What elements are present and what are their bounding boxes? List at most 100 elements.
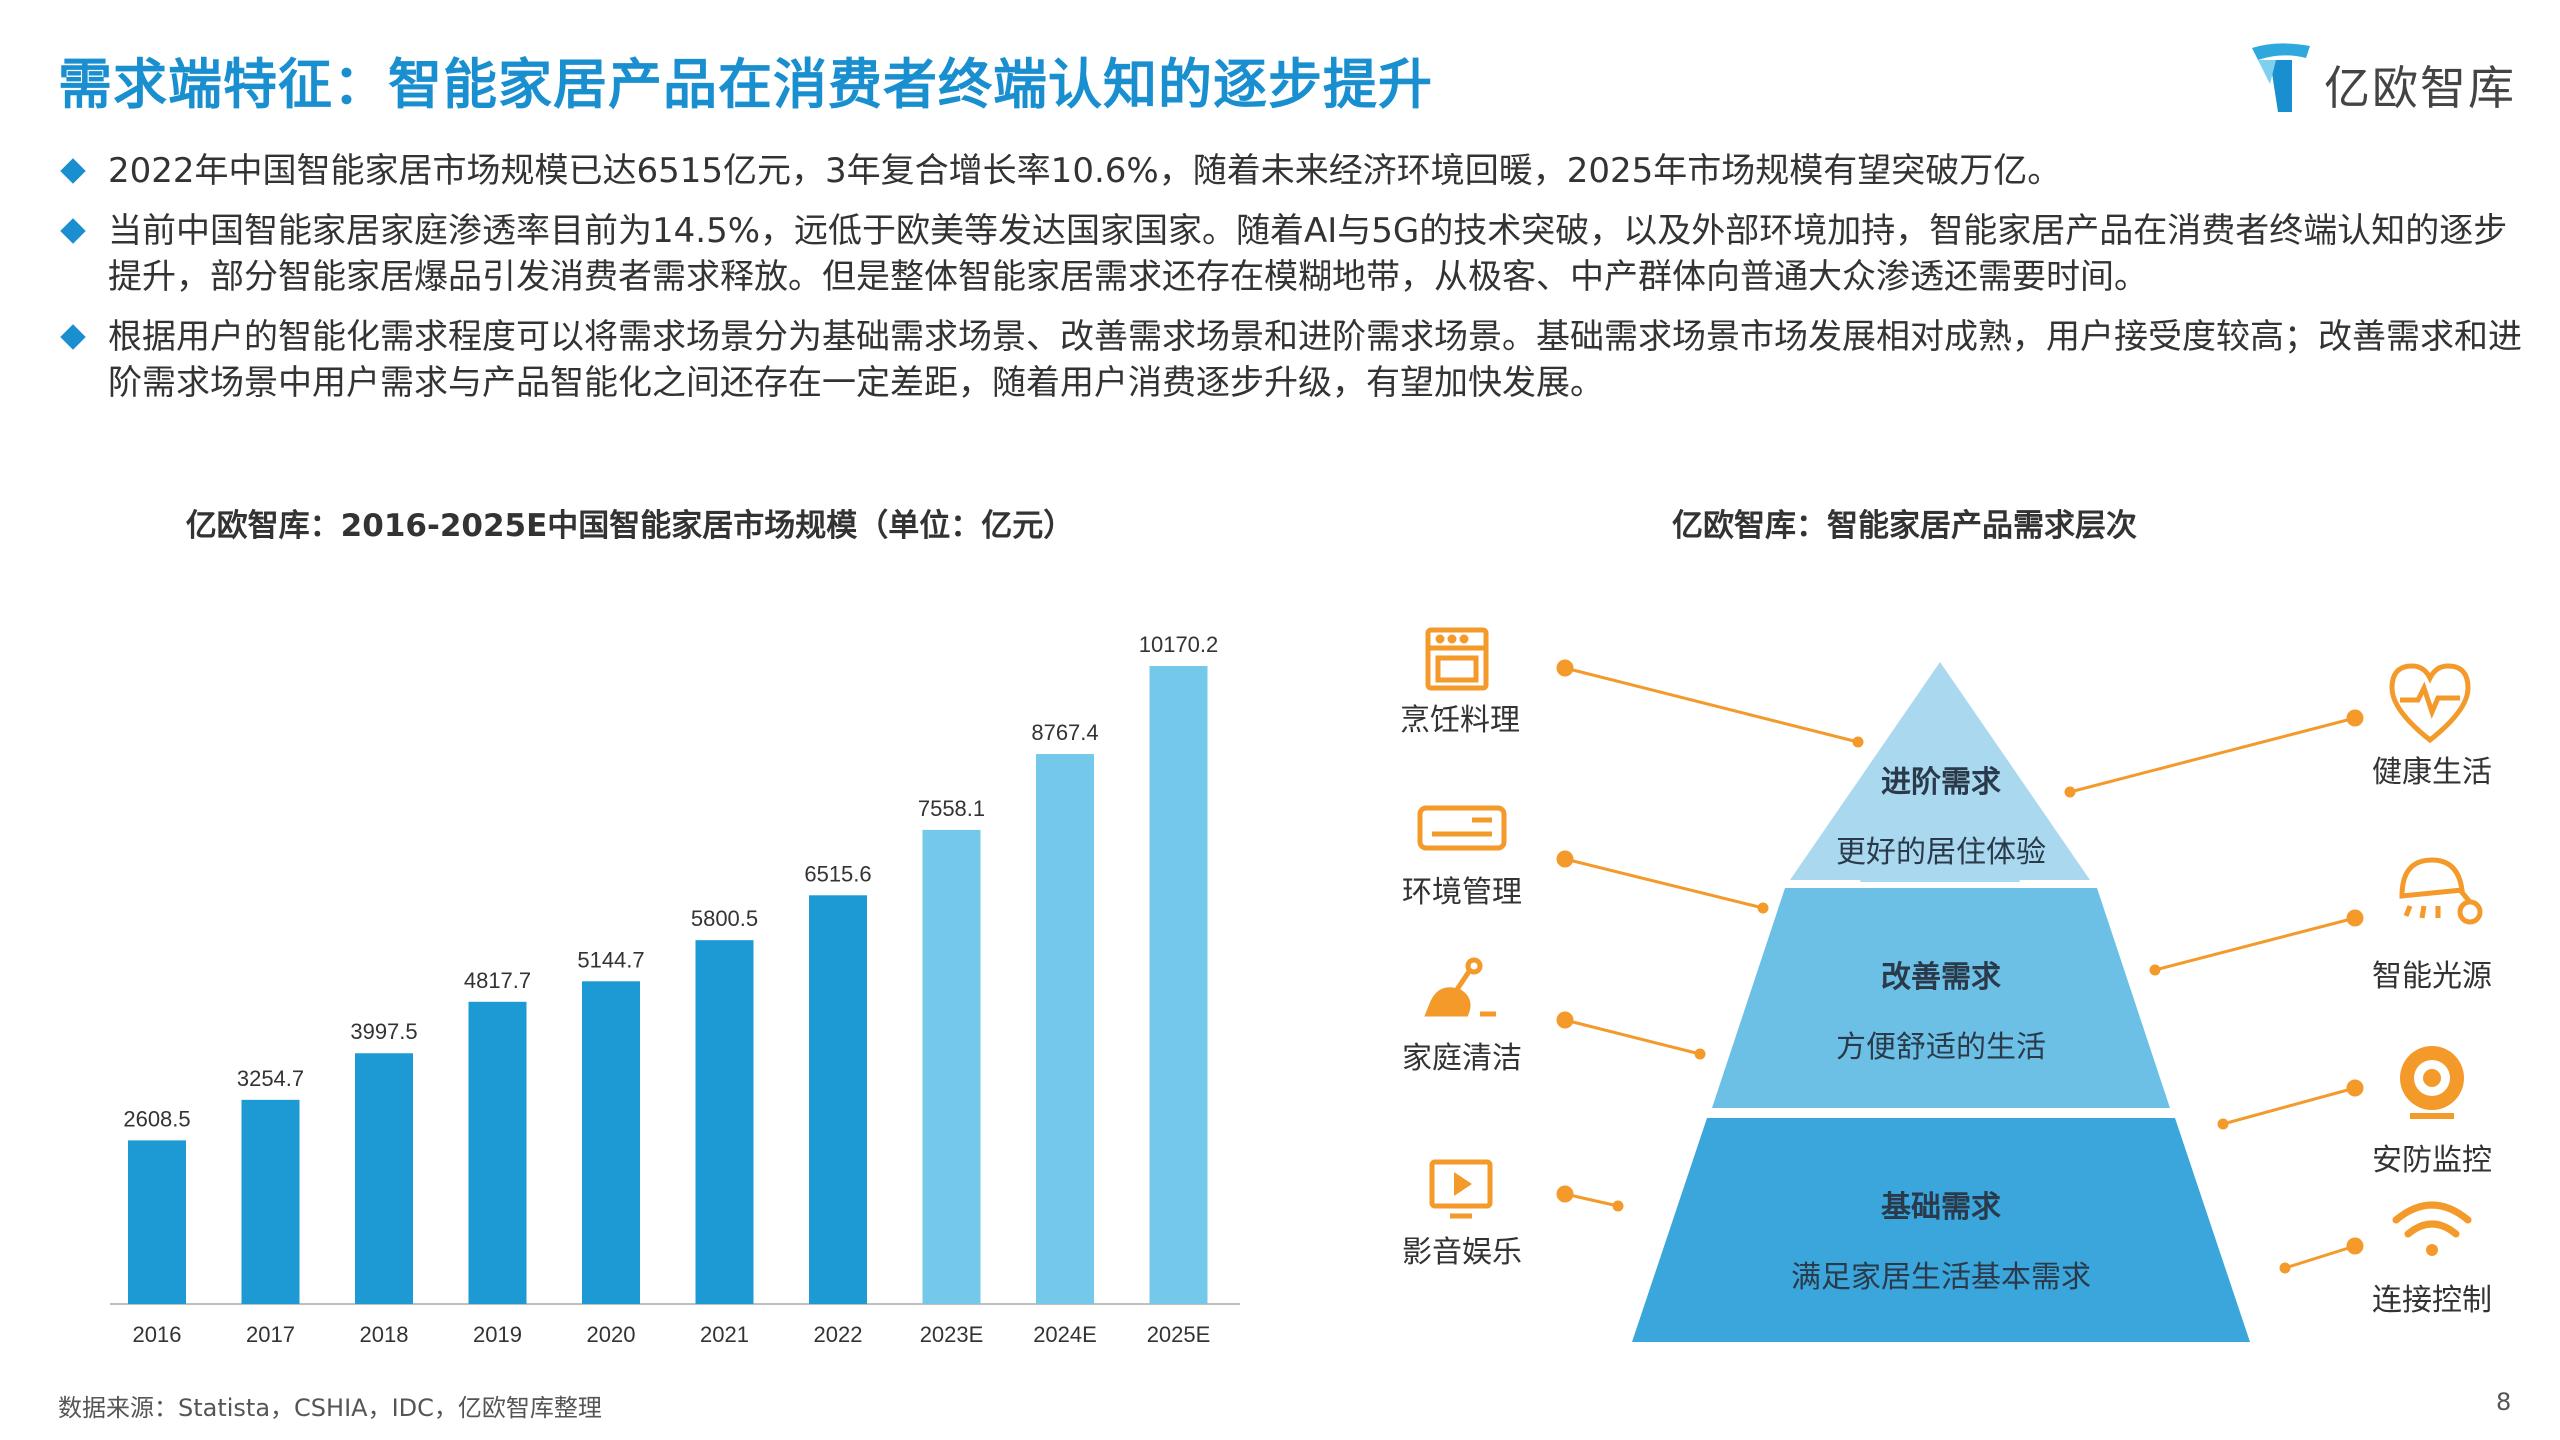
demand-pyramid-diagram: 进阶需求 更好的居住体验 改善需求 方便舒适的生活 基础需求 满足家居生活基本需… bbox=[1400, 627, 2492, 1342]
air-conditioner-icon bbox=[1417, 805, 1507, 851]
bar-value-label: 6515.6 bbox=[804, 861, 871, 886]
x-tick-label: 2023E bbox=[920, 1322, 984, 1347]
connector-dot bbox=[1757, 902, 1769, 914]
demand-item-label: 健康生活 bbox=[2372, 755, 2492, 790]
demand-item-label: 智能光源 bbox=[2372, 959, 2492, 994]
pyramid-level-name: 基础需求 bbox=[1881, 1190, 2001, 1225]
pyramid-level-name: 进阶需求 bbox=[1881, 765, 2001, 800]
x-tick-label: 2021 bbox=[700, 1322, 749, 1347]
bar-2021 bbox=[695, 940, 754, 1304]
pyramid-level-name: 改善需求 bbox=[1881, 960, 2001, 995]
connector-line bbox=[1564, 1192, 1619, 1208]
connector-dot bbox=[2064, 786, 2076, 798]
bar-2020 bbox=[582, 981, 640, 1304]
bullet-text: 当前中国智能家居家庭渗透率目前为14.5%，远低于欧美等发达国家国家。随着AI与… bbox=[108, 211, 2508, 297]
bar-2025E bbox=[1149, 666, 1208, 1304]
bar-2023E bbox=[922, 829, 981, 1304]
x-tick-label: 2025E bbox=[1147, 1322, 1211, 1347]
bar-value-label: 3997.5 bbox=[350, 1019, 417, 1044]
tv-play-icon bbox=[1429, 1159, 1493, 1219]
connector-dot bbox=[1556, 1185, 1574, 1203]
x-tick-label: 2019 bbox=[473, 1322, 522, 1347]
connector-line bbox=[2069, 716, 2356, 794]
demand-item-label: 安防监控 bbox=[2372, 1143, 2492, 1178]
page-number: 8 bbox=[2496, 1388, 2512, 1416]
data-source-note: 数据来源：Statista，CSHIA，IDC，亿欧智库整理 bbox=[58, 1394, 602, 1422]
bar-value-label: 7558.1 bbox=[918, 796, 985, 821]
bar-2019 bbox=[468, 1001, 527, 1304]
demand-item-label: 影音娱乐 bbox=[1402, 1235, 1522, 1270]
bullet-item: 2022年中国智能家居市场规模已达6515亿元，3年复合增长率10.6%，随着未… bbox=[60, 148, 2522, 194]
connector-dot bbox=[2346, 1237, 2364, 1255]
bar-value-label: 3254.7 bbox=[237, 1066, 304, 1091]
bullet-item: 根据用户的智能化需求程度可以将需求场景分为基础需求场景、改善需求场景和进阶需求场… bbox=[60, 314, 2522, 406]
pyramid-title: 亿欧智库：智能家居产品需求层次 bbox=[1580, 500, 2560, 545]
connector-dot bbox=[2346, 1079, 2364, 1097]
connector-dot bbox=[1852, 736, 1864, 748]
connector-dot bbox=[1612, 1200, 1624, 1212]
heart-pulse-icon bbox=[2389, 663, 2471, 744]
pyramid-level-desc: 满足家居生活基本需求 bbox=[1791, 1260, 2091, 1295]
bar-value-label: 8767.4 bbox=[1031, 720, 1098, 745]
connector-line bbox=[1564, 1018, 1701, 1056]
oven-icon bbox=[1425, 627, 1489, 691]
pyramid-level-desc: 更好的居住体验 bbox=[1836, 835, 2046, 870]
bar-2018 bbox=[355, 1053, 413, 1304]
pyramid-tier-top-fill bbox=[1790, 662, 2090, 880]
connector-dot bbox=[2279, 1262, 2291, 1274]
demand-item-label: 连接控制 bbox=[2372, 1283, 2492, 1318]
page-title: 需求端特征：智能家居产品在消费者终端认知的逐步提升 bbox=[58, 53, 1433, 116]
brand-logo: 亿欧智库 bbox=[2248, 38, 2538, 118]
demand-item-label: 环境管理 bbox=[1402, 875, 1522, 910]
bullet-text: 2022年中国智能家居市场规模已达6515亿元，3年复合增长率10.6%，随着未… bbox=[108, 151, 2062, 191]
bar-value-label: 5144.7 bbox=[577, 947, 644, 972]
diamond-bullet-icon bbox=[60, 324, 86, 350]
x-tick-label: 2017 bbox=[246, 1322, 295, 1347]
logo-mark-icon bbox=[2252, 43, 2310, 112]
smart-lamp-icon bbox=[2399, 857, 2483, 925]
bar-2022 bbox=[809, 895, 867, 1304]
connector-dot bbox=[2149, 964, 2161, 976]
x-tick-label: 2022 bbox=[814, 1322, 863, 1347]
logo-text: 亿欧智库 bbox=[2324, 61, 2516, 115]
connector-lines bbox=[1556, 659, 2364, 1274]
connector-dot bbox=[2346, 909, 2364, 927]
demand-item-label: 家庭清洁 bbox=[1402, 1041, 1522, 1076]
wifi-icon bbox=[2392, 1201, 2472, 1256]
connector-dot bbox=[1556, 850, 1574, 868]
pyramid-title-text: 亿欧智库：智能家居产品需求层次 bbox=[1672, 508, 2137, 544]
connector-line bbox=[1564, 666, 1859, 744]
vacuum-cleaner-icon bbox=[1424, 957, 1496, 1017]
connector-dot bbox=[1556, 659, 1574, 677]
demand-item-label: 烹饪料理 bbox=[1400, 703, 1520, 738]
bar-value-label: 2608.5 bbox=[123, 1106, 190, 1131]
market-size-bar-chart: 2608.5 2016 3254.7 2017 3997.5 2018 4817.7 2019… bbox=[110, 632, 1240, 1347]
bar-series: 2608.5 2016 3254.7 2017 3997.5 2018 4817.7 2019… bbox=[123, 632, 1218, 1347]
bullet-text: 根据用户的智能化需求程度可以将需求场景分为基础需求场景、改善需求场景和进阶需求场… bbox=[108, 317, 2522, 403]
connector-dot bbox=[2346, 709, 2364, 727]
diamond-bullet-icon bbox=[60, 218, 86, 244]
bar-2016 bbox=[128, 1140, 186, 1304]
pyramid-tier-base bbox=[1632, 1118, 2250, 1342]
connector-line bbox=[2222, 1086, 2356, 1126]
connector-line bbox=[1564, 857, 1764, 910]
bar-value-label: 5800.5 bbox=[691, 906, 758, 931]
bullet-list: 2022年中国智能家居市场规模已达6515亿元，3年复合增长率10.6%，随着未… bbox=[60, 148, 2522, 420]
bar-chart-title: 亿欧智库：2016-2025E中国智能家居市场规模（单位：亿元） bbox=[185, 508, 1075, 544]
bar-value-label: 4817.7 bbox=[464, 968, 531, 993]
bar-2024E bbox=[1036, 754, 1094, 1304]
bar-2017 bbox=[241, 1099, 300, 1304]
connector-dot bbox=[1556, 1011, 1574, 1029]
x-tick-label: 2016 bbox=[133, 1322, 182, 1347]
pyramid-tier-middle bbox=[1712, 888, 2170, 1108]
bar-value-label: 10170.2 bbox=[1139, 632, 1219, 657]
connector-line bbox=[2154, 916, 2356, 972]
bullet-item: 当前中国智能家居家庭渗透率目前为14.5%，远低于欧美等发达国家国家。随着AI与… bbox=[60, 208, 2522, 300]
x-tick-label: 2020 bbox=[587, 1322, 636, 1347]
security-camera-icon bbox=[2400, 1046, 2464, 1119]
x-tick-label: 2018 bbox=[360, 1322, 409, 1347]
connector-dot bbox=[1694, 1048, 1706, 1060]
connector-line bbox=[2284, 1244, 2356, 1270]
pyramid-level-desc: 方便舒适的生活 bbox=[1836, 1030, 2046, 1065]
connector-dot bbox=[2217, 1118, 2229, 1130]
